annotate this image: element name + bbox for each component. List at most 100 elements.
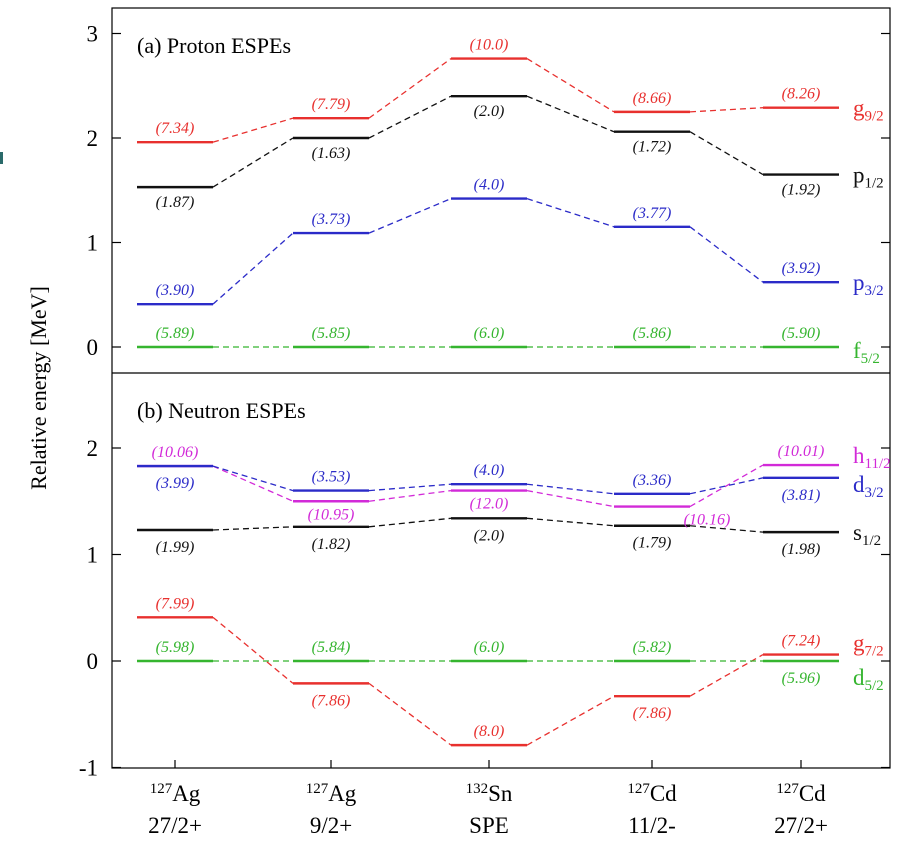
connector-h-11-2 [368,489,452,502]
connector-s-1-2 [368,517,452,528]
panel-title-neutron: (b) Neutron ESPEs [137,398,306,423]
orbital-label-d-3-2: d3/2 [853,472,884,501]
occupancy-label: (10.01) [778,443,825,460]
occupancy-label: (5.82) [633,639,672,656]
occupancy-label: (7.86) [312,692,351,709]
connector-g-7-2 [689,654,764,697]
occupancy-label: (7.86) [633,705,672,722]
occupancy-label: (5.84) [312,639,351,656]
occupancy-label: (1.99) [156,539,195,556]
panel-title-proton: (a) Proton ESPEs [137,33,291,58]
y-tick-label: 1 [87,543,99,568]
orbital-label-g-7-2: g7/2 [853,631,884,660]
occupancy-label: (1.79) [633,535,672,552]
occupancy-label: (4.0) [474,462,505,479]
occupancy-label: (12.0) [470,496,509,513]
category-nucleus: 132Sn [466,781,513,806]
connector-g-9-2 [689,107,764,113]
y-tick-label: 2 [87,126,99,151]
connector-p-1-2 [689,131,764,176]
occupancy-label: (3.73) [312,211,351,228]
occupancy-label: (8.66) [633,90,672,107]
occupancy-label: (10.06) [152,444,199,461]
occupancy-label: (5.86) [633,325,672,342]
occupancy-label: (4.0) [474,177,505,194]
orbital-label-f-5-2: f5/2 [853,338,880,367]
category-state: 27/2+ [148,813,202,838]
occupancy-label: (2.0) [474,103,505,120]
occupancy-label: (8.26) [782,86,821,103]
y-tick-label: 0 [87,335,99,360]
connector-p-1-2 [526,95,615,133]
occupancy-label: (7.34) [156,120,195,137]
occupancy-label: (3.81) [782,487,821,504]
occupancy-label: (7.79) [312,96,351,113]
category-state: 27/2+ [774,813,828,838]
occupancy-label: (1.72) [633,139,672,156]
category-nucleus: 127Ag [306,781,357,806]
connector-h-11-2 [526,489,615,508]
occupancy-label: (5.96) [782,670,821,687]
occupancy-label: (3.99) [156,475,195,492]
connector-g-9-2 [212,117,294,143]
connector-p-3-2 [689,226,764,283]
occupancy-label: (1.98) [782,541,821,558]
orbital-label-p-1-2: p1/2 [853,163,884,192]
connector-lines [212,58,764,746]
occupancy-label: (8.0) [474,723,505,740]
occupancy-label: (3.36) [633,472,672,489]
connector-s-1-2 [689,525,764,533]
y-tick-label: 3 [87,22,99,47]
connector-d-3-2 [689,477,764,495]
occupancy-label: (10.0) [470,37,509,54]
occupancy-label: (7.24) [782,633,821,650]
edge-marker [0,152,3,164]
orbital-label-h-11-2: h11/2 [853,443,891,472]
connector-h-11-2 [689,464,764,508]
occupancy-label: (1.92) [782,182,821,199]
orbital-label-d-5-2: d5/2 [853,665,884,694]
occupancy-label: (10.16) [684,512,731,529]
connector-g-9-2 [526,58,615,113]
category-nucleus: 127Cd [776,781,826,806]
occupancy-label: (3.90) [156,282,195,299]
connector-p-3-2 [526,197,615,228]
category-state: 11/2- [628,813,676,838]
y-tick-label: -1 [79,756,98,781]
plot-frame [111,7,891,769]
occupancy-label: (10.95) [308,506,355,523]
chart-text: Relative energy [MeV] 0 1 2 3 (a) Proton ESPE… [26,22,891,839]
occupancy-label: (1.63) [312,145,351,162]
connector-g-7-2 [212,616,294,684]
occupancy-label: (5.85) [312,325,351,342]
occupancy-label: (3.92) [782,260,821,277]
occupancy-label: (7.99) [156,595,195,612]
occupancy-label: (1.87) [156,194,195,211]
level-bars [137,57,839,747]
orbital-label-g-9-2: g9/2 [853,96,884,125]
occupancy-label: (6.0) [474,639,505,656]
y-tick-label: 2 [87,436,99,461]
category-state: 9/2+ [310,813,352,838]
connector-g-7-2 [526,695,615,746]
connector-s-1-2 [212,526,294,531]
occupancy-label: (5.98) [156,639,195,656]
category-nucleus: 127Ag [150,781,201,806]
category-nucleus: 127Cd [627,781,677,806]
occupancy-label: (3.77) [633,205,672,222]
connector-g-7-2 [368,682,452,746]
y-tick-label: 1 [87,231,99,256]
orbital-label-s-1-2: s1/2 [853,520,881,549]
orbital-label-p-3-2: p3/2 [853,270,884,299]
y-axis-label: Relative energy [MeV] [26,286,51,490]
connector-d-3-2 [212,465,294,492]
connector-p-3-2 [212,232,294,305]
connector-g-9-2 [368,58,452,119]
connector-d-3-2 [368,483,452,492]
connector-h-11-2 [212,465,294,502]
plot-border [111,7,891,769]
connector-p-1-2 [212,137,294,188]
occupancy-label: (2.0) [474,527,505,544]
category-state: SPE [469,813,509,838]
